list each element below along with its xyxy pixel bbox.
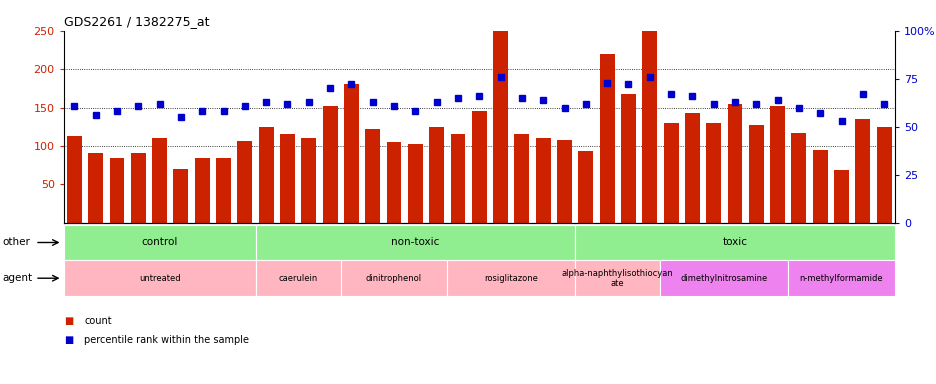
- Text: caerulein: caerulein: [278, 274, 317, 283]
- Bar: [769, 106, 784, 223]
- Bar: [812, 150, 826, 223]
- Bar: [855, 119, 870, 223]
- Bar: [322, 106, 337, 223]
- Bar: [641, 31, 656, 223]
- Bar: [748, 125, 763, 223]
- Text: control: control: [141, 237, 178, 248]
- Bar: [301, 138, 316, 223]
- Text: ■: ■: [64, 335, 73, 345]
- Text: n-methylformamide: n-methylformamide: [799, 274, 883, 283]
- Bar: [684, 113, 699, 223]
- Bar: [833, 170, 848, 223]
- Bar: [152, 138, 167, 223]
- Bar: [557, 140, 571, 223]
- Text: GDS2261 / 1382275_at: GDS2261 / 1382275_at: [64, 15, 209, 28]
- Text: count: count: [84, 316, 111, 326]
- Bar: [726, 104, 741, 223]
- Text: ■: ■: [64, 316, 73, 326]
- Text: rosiglitazone: rosiglitazone: [484, 274, 537, 283]
- Bar: [173, 169, 188, 223]
- Bar: [706, 123, 721, 223]
- Text: other: other: [3, 237, 31, 248]
- Text: dimethylnitrosamine: dimethylnitrosamine: [680, 274, 768, 283]
- Text: agent: agent: [3, 273, 33, 283]
- Text: untreated: untreated: [139, 274, 181, 283]
- Bar: [514, 134, 529, 223]
- Text: percentile rank within the sample: percentile rank within the sample: [84, 335, 249, 345]
- Bar: [450, 134, 465, 223]
- Text: non-toxic: non-toxic: [390, 237, 439, 248]
- Bar: [621, 94, 636, 223]
- Bar: [195, 158, 210, 223]
- Bar: [88, 153, 103, 223]
- Bar: [110, 158, 124, 223]
- Bar: [472, 111, 486, 223]
- Bar: [791, 133, 806, 223]
- Bar: [387, 142, 401, 223]
- Bar: [429, 127, 444, 223]
- Bar: [663, 123, 678, 223]
- Bar: [131, 153, 146, 223]
- Bar: [365, 129, 380, 223]
- Bar: [66, 136, 81, 223]
- Bar: [344, 84, 358, 223]
- Bar: [258, 127, 273, 223]
- Text: dinitrophenol: dinitrophenol: [366, 274, 421, 283]
- Bar: [407, 144, 422, 223]
- Bar: [216, 158, 231, 223]
- Bar: [578, 151, 592, 223]
- Bar: [599, 54, 614, 223]
- Text: toxic: toxic: [722, 237, 747, 248]
- Bar: [237, 141, 252, 223]
- Bar: [492, 31, 507, 223]
- Bar: [535, 138, 550, 223]
- Bar: [876, 127, 891, 223]
- Text: alpha-naphthylisothiocyan
ate: alpha-naphthylisothiocyan ate: [562, 268, 673, 288]
- Bar: [280, 134, 295, 223]
